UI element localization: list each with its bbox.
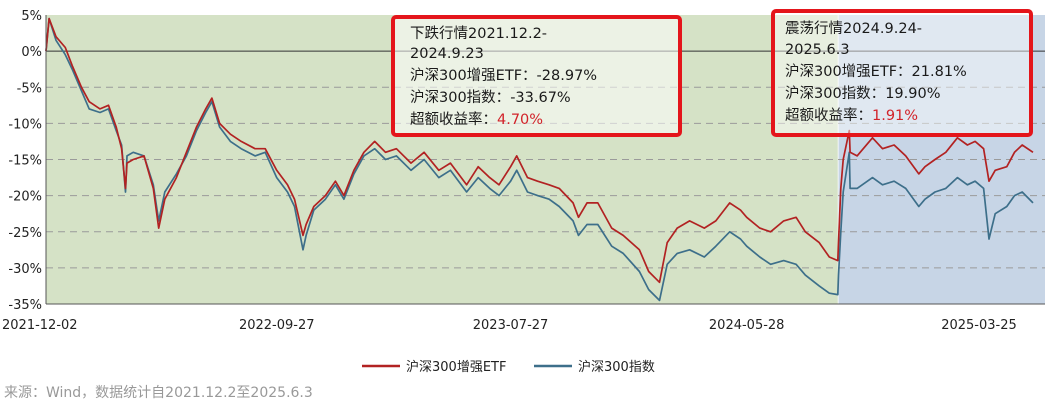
y-tick-label-2: -5%	[17, 81, 42, 96]
y-tick-label-3: -10%	[8, 117, 42, 132]
x-tick-label-1: 2022-09-27	[239, 318, 315, 333]
annotation-box-oscillation: 震荡行情2024.9.24- 2025.6.3 沪深300增强ETF：21.81…	[771, 9, 1033, 137]
annotation-decline-index: 沪深300指数：-33.67%	[410, 89, 571, 106]
annotation-decline-etf: 沪深300增强ETF：-28.97%	[410, 67, 597, 84]
x-tick-label-4: 2025-03-25	[941, 318, 1017, 333]
annotation-decline-excess-label: 超额收益率：	[410, 111, 497, 128]
annotation-oscillation-title-line2: 2025.6.3	[785, 42, 850, 58]
source-note: 来源：Wind，数据统计自2021.12.2至2025.6.3	[4, 385, 313, 401]
x-tick-label-0: 2021-12-02	[2, 318, 78, 333]
annotation-decline-title-line2: 2024.9.23	[410, 46, 484, 62]
annotation-oscillation-etf: 沪深300增强ETF：21.81%	[785, 63, 967, 80]
annotation-oscillation-index-label: 沪深300指数：	[785, 85, 885, 102]
annotation-decline-excess: 超额收益率：4.70%	[410, 111, 543, 128]
annotation-oscillation-excess-label: 超额收益率：	[785, 107, 872, 124]
annotation-oscillation-etf-value: 21.81%	[912, 64, 967, 80]
x-tick-labels: 2021-12-02 2022-09-27 2023-07-27 2024-05-28…	[2, 318, 1017, 333]
series-lines	[45, 17, 1034, 302]
y-tick-label-0: 5%	[21, 9, 42, 24]
y-tick-label-5: -20%	[8, 190, 42, 205]
annotation-decline-index-value: -33.67%	[510, 90, 571, 106]
legend: 沪深300增强ETF 沪深300指数	[362, 359, 655, 375]
annotation-decline-etf-value: -28.97%	[537, 68, 598, 84]
annotation-oscillation-etf-label: 沪深300增强ETF：	[785, 63, 912, 80]
series-line-etf	[45, 17, 1034, 284]
annotation-box-oscillation-frame	[771, 9, 1033, 137]
annotation-oscillation-excess: 超额收益率：1.91%	[785, 107, 918, 124]
y-tick-label-1: 0%	[21, 45, 42, 60]
y-tick-label-8: -35%	[8, 298, 42, 313]
annotation-box-decline-frame	[391, 15, 682, 137]
x-tick-label-3: 2024-05-28	[709, 318, 785, 333]
annotation-decline-title-line1: 下跌行情2021.12.2-	[410, 25, 547, 42]
y-tick-labels: 5% 0% -5% -10% -15% -20% -25% -30% -35%	[8, 9, 42, 313]
y-tick-label-6: -25%	[8, 226, 42, 241]
annotation-decline-index-label: 沪深300指数：	[410, 89, 510, 106]
y-tick-label-4: -15%	[8, 154, 42, 169]
series-line-index	[45, 17, 1034, 302]
legend-label-etf: 沪深300增强ETF	[406, 359, 506, 375]
annotation-box-decline: 下跌行情2021.12.2- 2024.9.23 沪深300增强ETF：-28.…	[391, 15, 682, 137]
axes	[45, 15, 1045, 305]
annotation-decline-etf-label: 沪深300增强ETF：	[410, 67, 537, 84]
annotation-oscillation-index-value: 19.90%	[885, 86, 940, 102]
y-tick-label-7: -30%	[8, 262, 42, 277]
annotation-oscillation-index: 沪深300指数：19.90%	[785, 85, 940, 102]
annotation-oscillation-excess-value: 1.91%	[872, 108, 918, 124]
annotation-oscillation-title-line1: 震荡行情2024.9.24-	[785, 20, 922, 37]
x-tick-label-2: 2023-07-27	[473, 318, 549, 333]
legend-label-index: 沪深300指数	[578, 359, 655, 375]
annotation-decline-excess-value: 4.70%	[497, 112, 543, 128]
